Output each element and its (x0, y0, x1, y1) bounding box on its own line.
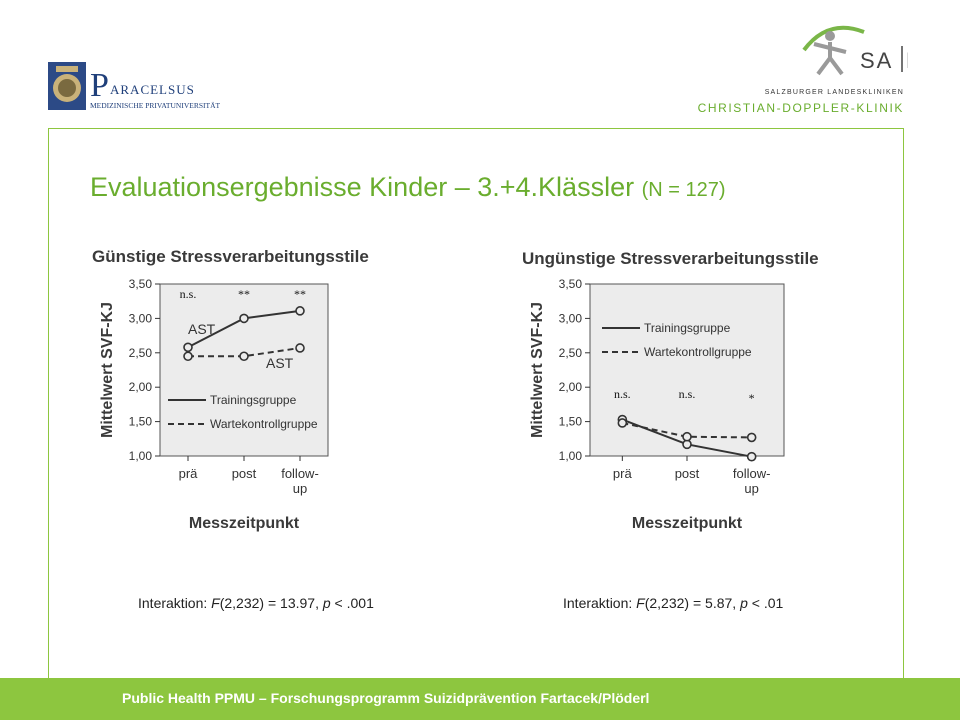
data-point-control (682, 431, 692, 442)
salk-figure-icon (802, 25, 865, 76)
x-tick-label: up (744, 481, 758, 496)
chart-title: Günstige Stressverarbeitungsstile (92, 247, 369, 266)
annotation-label: AST (188, 321, 216, 337)
salk-right: LK (906, 48, 908, 73)
y-tick-label: 1,50 (129, 415, 153, 429)
footer-text: Public Health PPMU – Forschungsprogramm … (122, 690, 650, 706)
series-line-control (622, 421, 752, 439)
footer-bar: Public Health PPMU – Forschungsprogramm … (0, 678, 960, 720)
salk-line2: CHRISTIAN-DOPPLER-KLINIK (698, 101, 904, 115)
annotation-label: AST (266, 355, 294, 371)
x-tick-label: prä (179, 466, 199, 481)
legend-label: Trainingsgruppe (644, 321, 731, 335)
y-tick-label: 3,50 (559, 277, 583, 291)
data-point-training (295, 306, 305, 316)
data-point-control (183, 351, 193, 362)
y-tick-label: 3,50 (129, 277, 153, 291)
y-tick-label: 2,50 (559, 346, 583, 360)
salk-logo: SA LK SALZBURGER LANDESKLINIKEN CHRISTIA… (668, 22, 933, 123)
legend-label: Wartekontrollgruppe (644, 345, 752, 359)
data-point-training (239, 313, 249, 324)
x-tick-label: follow- (281, 466, 319, 481)
y-tick-label: 1,00 (559, 449, 583, 463)
x-tick-label: follow- (733, 466, 771, 481)
y-tick-label: 1,50 (559, 415, 583, 429)
slide-title-main: Evaluationsergebnisse Kinder – 3.+4.Kläs… (90, 172, 635, 202)
slide-title: Evaluationsergebnisse Kinder – 3.+4.Kläs… (90, 172, 726, 203)
data-point-control (295, 343, 305, 353)
legend-label: Trainingsgruppe (210, 393, 297, 407)
x-tick-label: up (293, 481, 307, 496)
significance-label: ** (238, 287, 250, 301)
data-point-control (746, 432, 757, 443)
data-point-control (239, 351, 249, 362)
legend-label: Wartekontrollgruppe (210, 417, 318, 431)
y-axis-label: Mittelwert SVF-KJ (99, 302, 116, 438)
y-tick-label: 3,00 (129, 311, 153, 325)
data-point-control (617, 418, 628, 428)
salk-left: SA (860, 48, 893, 73)
salk-line1: SALZBURGER LANDESKLINIKEN (765, 89, 904, 96)
paracelsus-subtitle: MEDIZINISCHE PRIVATUNIVERSITÄT (90, 101, 220, 110)
significance-label: n.s. (679, 387, 696, 401)
x-axis-label: Messzeitpunkt (189, 515, 300, 532)
y-axis-label: Mittelwert SVF-KJ (529, 302, 546, 438)
paracelsus-logo: P ARACELSUS MEDIZINISCHE PRIVATUNIVERSIT… (48, 62, 248, 117)
paracelsus-initial: P (90, 67, 109, 104)
significance-label: * (749, 391, 755, 405)
significance-label: ** (294, 287, 306, 301)
plot-area (589, 283, 785, 457)
content-frame (48, 128, 904, 680)
chart-title: Ungünstige Stressverarbeitungsstile (522, 249, 819, 268)
x-tick-label: post (232, 466, 257, 481)
data-point-training (746, 451, 757, 462)
y-tick-label: 2,00 (129, 380, 153, 394)
significance-label: n.s. (180, 287, 197, 301)
chart-unguenstige: Ungünstige Stressverarbeitungsstile 1,00 1… (522, 249, 819, 532)
y-tick-label: 2,00 (559, 380, 583, 394)
paracelsus-name: ARACELSUS (110, 82, 195, 97)
x-tick-label: post (675, 466, 700, 481)
significance-label: n.s. (614, 387, 631, 401)
x-tick-label: prä (613, 466, 633, 481)
slide-title-suffix: (N = 127) (641, 179, 726, 201)
x-axis-label: Messzeitpunkt (632, 515, 743, 532)
y-tick-label: 2,50 (129, 346, 153, 360)
y-tick-label: 3,00 (559, 311, 583, 325)
y-tick-label: 1,00 (129, 449, 153, 463)
caption-left: Interaktion: F(2,232) = 13.97, p < .001 (138, 595, 374, 611)
chart-guenstige: Günstige Stressverarbeitungsstile 1,00 1,5… (92, 247, 369, 532)
data-point-training (183, 342, 193, 353)
caption-right: Interaktion: F(2,232) = 5.87, p < .01 (563, 595, 784, 611)
